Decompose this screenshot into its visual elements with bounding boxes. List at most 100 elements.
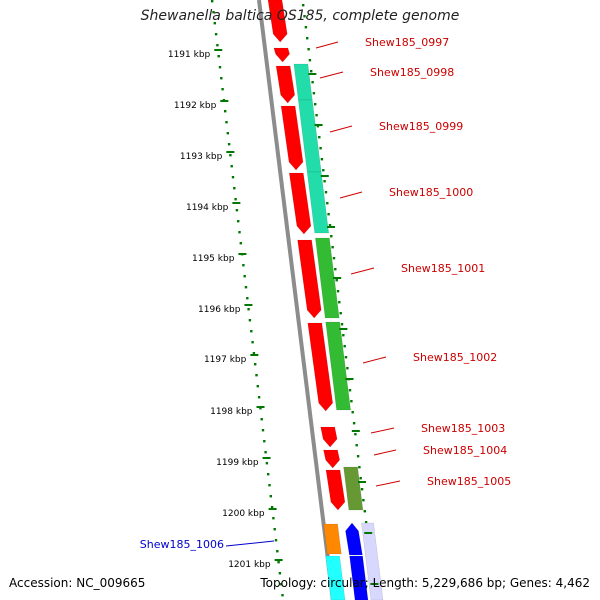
tick-label: 1192 kbp [174, 101, 217, 111]
ruler-dot [350, 400, 353, 403]
ruler-dot [336, 290, 340, 293]
ruler-dot [306, 37, 309, 40]
gene-leader-line [225, 540, 275, 547]
ruler-dot [259, 407, 262, 410]
gene-leader-line [370, 427, 395, 434]
tick-label: 1200 kbp [222, 509, 265, 519]
ruler-dot [324, 191, 328, 194]
ruler-dot [264, 451, 267, 454]
gene-label: Shew185_1006 [140, 538, 224, 551]
ruler-dot [304, 26, 308, 29]
ruler-dot [348, 389, 352, 392]
gene-label: Shew185_0999 [379, 120, 463, 133]
ruler-dot [319, 147, 322, 150]
cog-block [325, 321, 351, 411]
forward-cds-arrow [280, 105, 304, 171]
ruler-dot [229, 154, 232, 157]
ruler-dot [355, 444, 358, 447]
gene-leader-line [319, 71, 344, 79]
ruler-dot [330, 235, 333, 238]
ruler-dot [243, 275, 246, 278]
forward-cds-arrow [307, 322, 334, 412]
ruler-dot [251, 341, 254, 344]
forward-cds-arrow [267, 0, 288, 43]
tick-labels: 1191 kbp 1192 kbp 1193 kbp 1194 kbp 1195 kbp… [168, 49, 379, 585]
ruler-dot [356, 455, 360, 458]
ruler-dot [359, 477, 362, 480]
tick-label: 1198 kbp [210, 407, 253, 417]
ruler-dot [334, 268, 337, 271]
ruler-dot [212, 11, 215, 14]
ruler-dot [328, 224, 332, 227]
cog-block [325, 555, 346, 600]
ruler-dot [340, 323, 344, 326]
ruler-dot [252, 352, 256, 355]
ruler-dot [231, 176, 235, 179]
gene-label: Shew185_1002 [413, 351, 497, 364]
ruler-dot [332, 257, 336, 260]
cog-block [306, 171, 330, 234]
forward-cds-arrow [320, 426, 338, 448]
ruler-dots [211, 0, 377, 600]
forward-cds-arrow [323, 449, 341, 469]
tick-label: 1199 kbp [216, 458, 259, 468]
cog-block [323, 523, 342, 555]
ruler-dot [214, 33, 218, 36]
ruler-dot [323, 180, 326, 183]
ruler-dot [307, 48, 310, 51]
ruler-dot [316, 125, 320, 128]
forward-cds-arrow [273, 47, 290, 63]
ruler-dot [354, 433, 357, 436]
ruler-dot [315, 114, 318, 117]
cog-block [293, 63, 313, 101]
ruler-dot [255, 374, 258, 377]
ruler-dot [351, 411, 354, 414]
gene-label: Shew185_0998 [370, 66, 454, 79]
gene-label: Shew185_1000 [389, 186, 473, 199]
tick-label: 1191 kbp [168, 50, 211, 60]
gene-labels: Shew185_0997 Shew185_0998 Shew185_0999 Shew… [140, 36, 511, 551]
gene-leader-line [350, 267, 375, 275]
ruler-dot [303, 15, 306, 18]
gene-label: Shew185_1005 [427, 475, 511, 488]
ruler-dot [246, 297, 249, 300]
ruler-dot [267, 473, 270, 476]
ruler-dot [235, 209, 239, 212]
ruler-dot [276, 550, 279, 553]
ruler-dot [335, 279, 338, 282]
ruler-dot [234, 198, 237, 201]
ruler-dot [265, 462, 269, 465]
ruler-dot [221, 88, 224, 91]
tick-label: 1195 kbp [192, 254, 235, 264]
ruler-dot [318, 136, 321, 139]
gene-leader-line [373, 449, 397, 456]
tick-label: 1196 kbp [198, 305, 241, 315]
ruler-dot [352, 422, 356, 425]
reverse-cds-arrow [345, 522, 363, 556]
ruler-dot [363, 510, 366, 513]
gene-label: Shew185_1001 [401, 262, 485, 275]
feature-blocks [267, 0, 384, 600]
gene-label: Shew185_1003 [421, 422, 505, 435]
ruler-dot [254, 363, 257, 366]
ruler-dot [256, 385, 259, 388]
ruler-dot [238, 231, 241, 234]
tick-label: 1197 kbp [204, 355, 247, 365]
gene-leader-line [329, 125, 353, 133]
ruler-dot [216, 44, 219, 47]
tick-label: 1194 kbp [186, 203, 229, 213]
ruler-dot [273, 528, 276, 531]
ruler-dot [248, 319, 252, 322]
ruler-dot [227, 143, 231, 146]
ruler-dot [263, 440, 266, 443]
ruler-dot [342, 334, 345, 337]
ruler-dot [224, 110, 227, 113]
ruler-dot [211, 0, 214, 3]
ruler-dot [302, 4, 305, 7]
accession-text: Accession: NC_009665 [9, 576, 146, 590]
gene-leader-line [339, 191, 363, 199]
ruler-dot [358, 466, 361, 469]
genome-backbone [257, 0, 335, 600]
ruler-dot [247, 308, 250, 311]
